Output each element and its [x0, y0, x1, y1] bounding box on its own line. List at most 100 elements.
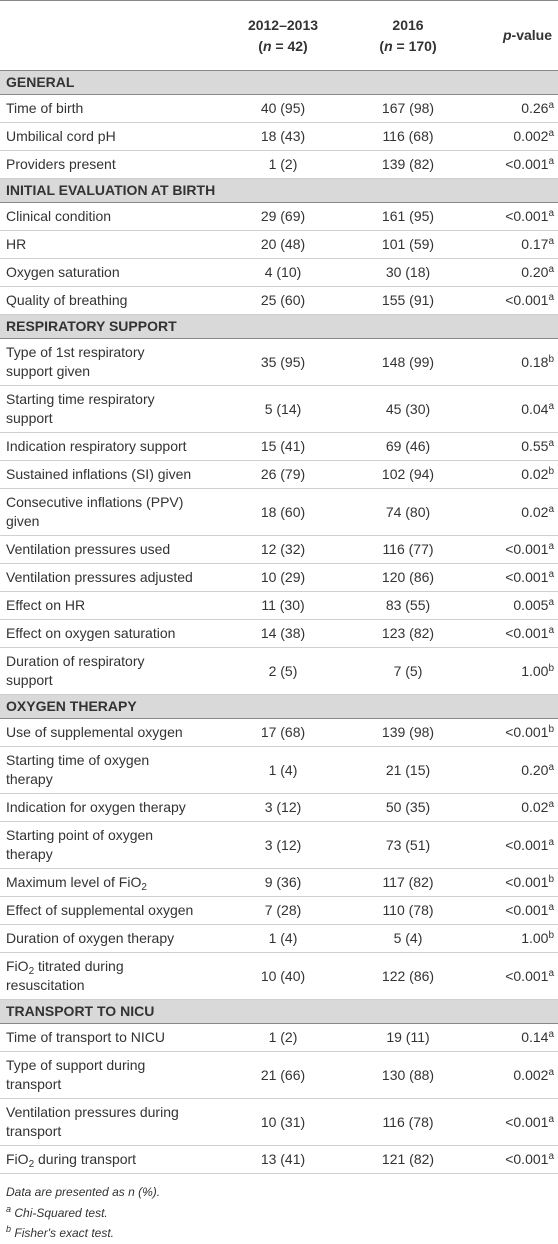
test-marker: a [548, 264, 554, 275]
cell-2012: 17 (68) [226, 718, 340, 747]
cell-2016: 116 (78) [340, 1098, 476, 1146]
cell-pvalue: <0.001a [476, 896, 558, 925]
pvalue: <0.001 [505, 874, 549, 890]
cell-pvalue: 0.04a [476, 385, 558, 433]
test-marker: a [548, 1066, 554, 1078]
cell-2012: 29 (69) [226, 202, 340, 231]
row-label-line: transport [6, 1076, 62, 1092]
test-marker: a [548, 902, 554, 913]
test-marker: a [548, 292, 554, 303]
row-label-line: Starting time respiratory [6, 391, 155, 407]
test-marker: a [548, 569, 554, 580]
cell-pvalue: 0.14a [476, 1023, 558, 1052]
row-label-line: FiO2 during transport [6, 1150, 220, 1170]
row-label-text: Indication for oxygen therapy [6, 799, 186, 815]
row-label: Starting time respiratory support [0, 385, 226, 433]
cell-pvalue: 0.26a [476, 94, 558, 123]
footnote: a Chi-Squared test. [6, 1203, 552, 1224]
cell-pvalue: <0.001a [476, 821, 558, 869]
row-label-segment: Maximum level of FiO [6, 874, 142, 890]
cell-2016: 73 (51) [340, 821, 476, 869]
data-row: Use of supplemental oxygen 17 (68) 139 (98… [0, 718, 558, 747]
cell-pvalue: <0.001a [476, 1098, 558, 1146]
footnote-text: Chi-Squared test. [14, 1205, 108, 1220]
footnote-mark: b [6, 1224, 12, 1234]
row-label-segment: 2 [28, 1159, 35, 1170]
cell-pvalue: 0.005a [476, 591, 558, 620]
data-row: Indication respiratory support 15 (41) 69 … [0, 432, 558, 461]
row-label-text: Clinical condition [6, 208, 112, 224]
data-row: Starting point of oxygen therapy 3 (12) 73 … [0, 821, 558, 869]
cell-pvalue: 0.55a [476, 432, 558, 461]
row-label-line: Type of support during [6, 1057, 146, 1073]
column-n-text: ( [379, 37, 385, 54]
section-row: INITIAL EVALUATION AT BIRTH [0, 178, 558, 203]
test-marker: a [548, 597, 554, 608]
cell-2012: 18 (60) [226, 488, 340, 536]
row-label-segment: 2 [28, 966, 35, 977]
row-label: Type of 1st respiratory support given [0, 338, 226, 386]
test-marker: b [548, 353, 554, 365]
cell-2016: 116 (77) [340, 535, 476, 564]
cell-2012: 1 (2) [226, 1023, 340, 1052]
cell-pvalue: 0.002a [476, 122, 558, 151]
cell-pvalue: 0.20a [476, 258, 558, 287]
column-header: 2016 (n = 170) [340, 0, 476, 71]
row-label-text: Duration of oxygen therapy [6, 930, 175, 946]
section-row: TRANSPORT TO NICU [0, 999, 558, 1024]
row-label-line: Duration of respiratory [6, 653, 145, 669]
row-label-line: therapy [6, 771, 53, 787]
data-row: Ventilation pressures used 12 (32) 116 (77… [0, 535, 558, 564]
row-label-text: Ventilation pressures adjusted [6, 569, 193, 585]
cell-2012: 10 (29) [226, 563, 340, 592]
data-row: Effect of supplemental oxygen 7 (28) 110 (… [0, 896, 558, 925]
row-label: Ventilation pressures adjusted [0, 563, 226, 592]
data-row: FiO2 titrated during resuscitation 10 (40)… [0, 952, 558, 1000]
cell-2012: 18 (43) [226, 122, 340, 151]
row-label-segment: during transport [34, 1151, 137, 1167]
cell-2016: 7 (5) [340, 647, 476, 695]
cell-2016: 167 (98) [340, 94, 476, 123]
section-row: OXYGEN THERAPY [0, 694, 558, 719]
cell-2016: 155 (91) [340, 286, 476, 315]
pvalue: 0.02 [521, 503, 549, 520]
column-n-text: n [262, 37, 272, 54]
cell-2016: 5 (4) [340, 924, 476, 953]
cell-2012: 2 (5) [226, 647, 340, 695]
section-title: OXYGEN THERAPY [0, 694, 558, 719]
data-row: Umbilical cord pH 18 (43) 116 (68) 0.002a [0, 122, 558, 151]
pvalue: 0.18 [521, 353, 549, 370]
data-row: Ventilation pressures adjusted 10 (29) 120… [0, 563, 558, 592]
pvalue: 0.005 [513, 597, 549, 613]
row-label-text: Ventilation pressures used [6, 541, 171, 557]
pvalue: <0.001 [505, 902, 549, 918]
row-label: Time of birth [0, 94, 226, 123]
row-label: Consecutive inflations (PPV) given [0, 488, 226, 536]
row-label-text: Effect on oxygen saturation [6, 625, 176, 641]
data-row: Oxygen saturation 4 (10) 30 (18) 0.20a [0, 258, 558, 287]
cell-2016: 74 (80) [340, 488, 476, 536]
test-marker: a [548, 625, 554, 636]
cell-2016: 122 (86) [340, 952, 476, 1000]
row-label-line: resuscitation [6, 977, 85, 993]
cell-2012: 11 (30) [226, 591, 340, 620]
row-label-text: Time of transport to NICU [6, 1029, 165, 1045]
test-marker: a [548, 836, 554, 848]
row-label-line: Type of 1st respiratory [6, 344, 145, 360]
row-label: Indication for oxygen therapy [0, 793, 226, 822]
cell-pvalue: <0.001a [476, 1145, 558, 1174]
test-marker: b [548, 466, 554, 477]
pvalue: 0.02 [521, 799, 549, 815]
data-row: Clinical condition 29 (69) 161 (95) <0.001a [0, 202, 558, 231]
cell-2016: 117 (82) [340, 868, 476, 897]
data-row: Type of support during transport 21 (66) 13… [0, 1051, 558, 1099]
cell-2012: 13 (41) [226, 1145, 340, 1174]
pvalue: <0.001 [505, 156, 549, 172]
footnote: b Fisher's exact test. [6, 1223, 552, 1244]
cell-pvalue: 0.02a [476, 793, 558, 822]
section-title: TRANSPORT TO NICU [0, 999, 558, 1024]
pvalue: 0.14 [521, 1029, 549, 1045]
cell-2016: 139 (98) [340, 718, 476, 747]
cell-pvalue: 0.20a [476, 746, 558, 794]
row-label-line: Starting point of oxygen [6, 827, 154, 843]
